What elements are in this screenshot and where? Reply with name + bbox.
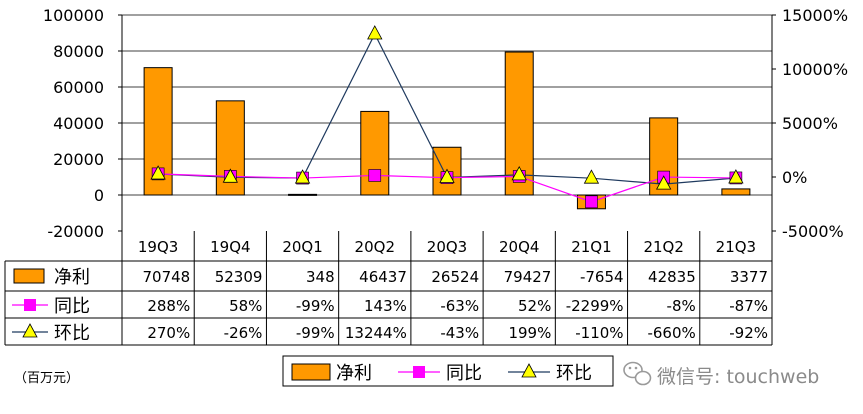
data-cell: 42835 <box>648 268 696 286</box>
net-profit-bar <box>360 110 390 196</box>
qoq-marker <box>655 175 672 190</box>
category-label: 20Q3 <box>427 238 467 256</box>
net-profit-bar <box>721 188 751 196</box>
category-label: 21Q1 <box>571 238 611 256</box>
data-cell: -99% <box>296 297 335 315</box>
percent-lines <box>150 25 744 209</box>
category-label: 19Q3 <box>138 238 178 256</box>
row-key-square <box>24 299 36 311</box>
left-tick-label: 20000 <box>53 150 104 169</box>
data-cell: -7654 <box>580 268 624 286</box>
left-tick-label: 40000 <box>53 114 104 133</box>
data-cell: 348 <box>306 268 335 286</box>
qoq-marker <box>439 168 455 183</box>
wechat-icon <box>623 361 652 386</box>
category-label: 21Q2 <box>643 238 683 256</box>
qoq-marker <box>511 166 527 181</box>
data-cell: 52309 <box>215 268 263 286</box>
data-cell: -63% <box>440 297 479 315</box>
data-cell: 26524 <box>431 268 479 286</box>
data-table: 19Q3 19Q4 20Q1 20Q2 20Q3 20Q4 21Q1 21Q2 21Q3 净利 70… <box>4 231 773 346</box>
right-axis: 15000% 10000% 5000% 0% -5000% <box>772 6 848 241</box>
row-key-triangle <box>22 323 38 338</box>
data-cell: -8% <box>667 297 696 315</box>
right-tick-label: -5000% <box>782 222 844 241</box>
yoy-marker <box>585 195 598 209</box>
data-cell: -92% <box>729 324 768 342</box>
watermark-text: 微信号: touchweb <box>657 366 819 388</box>
data-cell: 270% <box>147 324 190 342</box>
row-key-bar <box>13 268 45 284</box>
data-cell: 199% <box>508 324 551 342</box>
right-tick-label: 10000% <box>782 60 848 79</box>
right-tick-label: 5000% <box>782 114 838 133</box>
left-axis: 100000 80000 60000 40000 20000 0 -20000 <box>43 6 122 241</box>
data-cell: 143% <box>364 297 407 315</box>
qoq-marker <box>150 165 166 180</box>
category-label: 20Q2 <box>355 238 395 256</box>
legend-label: 同比 <box>446 363 482 384</box>
qoq-marker <box>222 168 239 183</box>
yoy-marker <box>368 169 382 182</box>
right-tick-label: 15000% <box>782 6 848 25</box>
legend-label: 环比 <box>556 363 592 384</box>
category-label: 21Q3 <box>716 238 756 256</box>
data-cell: -87% <box>729 297 768 315</box>
qoq-marker <box>728 169 744 184</box>
data-cell: 3377 <box>730 268 768 286</box>
data-cell: -110% <box>575 324 623 342</box>
data-cell: -26% <box>224 324 263 342</box>
data-cell: 46437 <box>359 268 407 286</box>
data-cell: 79427 <box>504 268 552 286</box>
row-label: 环比 <box>54 323 90 344</box>
data-cell: -43% <box>440 324 479 342</box>
data-cell: 70748 <box>143 268 191 286</box>
legend-key-bar <box>291 363 331 381</box>
qoq-marker <box>367 25 383 40</box>
data-cell: 288% <box>147 297 190 315</box>
legend-key-triangle <box>521 363 537 378</box>
data-cell: -99% <box>296 324 335 342</box>
qoq-marker <box>294 169 311 184</box>
data-cell: 58% <box>229 297 262 315</box>
legend-key-square <box>413 366 425 378</box>
left-tick-label: 100000 <box>43 6 104 25</box>
data-cell: 13244% <box>345 324 407 342</box>
legend-box <box>282 355 614 387</box>
qoq-marker <box>583 169 600 184</box>
watermark: 微信号: touchweb <box>623 361 819 388</box>
row-label: 净利 <box>54 267 90 288</box>
category-label: 20Q4 <box>499 238 539 256</box>
net-profit-bar <box>288 193 318 196</box>
row-label: 同比 <box>54 296 90 317</box>
data-cell: 52% <box>518 297 551 315</box>
data-cell: -2299% <box>566 297 624 315</box>
category-label: 19Q4 <box>210 238 250 256</box>
data-cell: -660% <box>647 324 695 342</box>
unit-label: （百万元） <box>14 371 79 386</box>
left-tick-label: 0 <box>94 186 104 205</box>
legend: 净利 同比 环比 <box>282 355 614 387</box>
right-tick-label: 0% <box>782 168 807 187</box>
left-tick-label: 60000 <box>53 78 104 97</box>
legend-label: 净利 <box>336 363 372 384</box>
category-label: 20Q1 <box>282 238 322 256</box>
left-tick-label: 80000 <box>53 42 104 61</box>
left-tick-label: -20000 <box>47 222 104 241</box>
